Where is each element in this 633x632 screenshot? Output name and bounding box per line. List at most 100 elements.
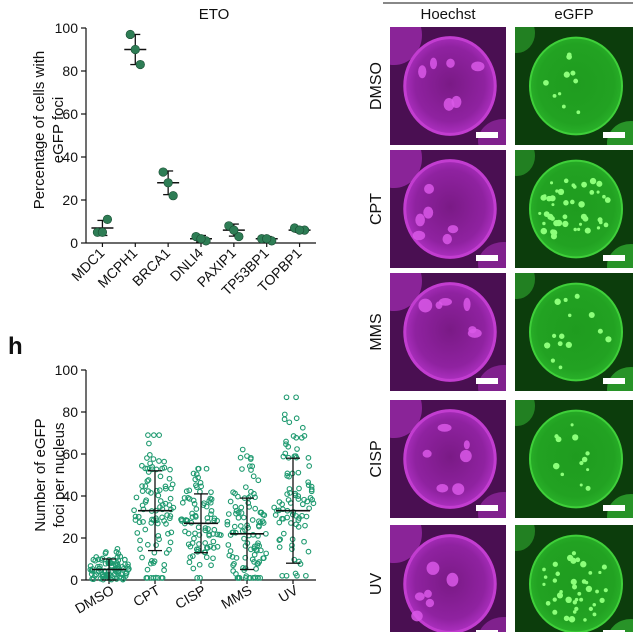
data-point: [168, 485, 174, 492]
chromocenter: [422, 449, 432, 458]
data-point: [208, 511, 214, 518]
data-point: [202, 540, 209, 546]
egfp-focus: [572, 434, 579, 441]
data-point: [196, 234, 206, 244]
data-point: [250, 473, 257, 480]
egfp-focus: [550, 233, 557, 240]
data-point: [135, 59, 145, 70]
egfp-focus: [585, 451, 590, 456]
chromocenter: [415, 213, 425, 227]
data-point: [293, 513, 299, 519]
egfp-focus: [572, 610, 577, 614]
data-point: [237, 523, 244, 529]
data-point: [192, 530, 198, 537]
egfp-focus: [598, 220, 603, 225]
data-point: [239, 446, 246, 453]
egfp-focus: [552, 597, 557, 602]
egfp-focus: [588, 606, 594, 611]
egfp-focus: [566, 554, 574, 562]
data-point: [102, 214, 113, 224]
data-point: [191, 535, 197, 542]
row-label: CPT: [368, 193, 385, 225]
scale-bar: [476, 630, 498, 632]
y-tick-label: 20: [62, 192, 78, 208]
data-point: [140, 506, 147, 513]
data-point: [144, 541, 151, 548]
data-point: [134, 530, 141, 536]
egfp-focus: [565, 341, 572, 349]
data-point: [294, 446, 300, 452]
y-axis-label-line-1: Percentage of cells with: [31, 51, 48, 209]
egfp-focus: [556, 592, 564, 599]
data-point: [186, 559, 193, 566]
data-point: [189, 553, 196, 559]
data-point: [277, 536, 283, 543]
data-point: [294, 225, 305, 235]
egfp-focus: [563, 615, 570, 622]
y-tick-label: 0: [70, 572, 78, 588]
egfp-focus: [570, 70, 576, 76]
data-point: [242, 484, 249, 491]
data-point: [253, 546, 260, 553]
neighbor-nucleus: [515, 273, 535, 299]
micrograph-row: DMSO: [368, 27, 633, 145]
egfp-focus: [553, 462, 560, 470]
data-point: [231, 523, 238, 530]
data-point: [218, 532, 224, 538]
egfp-focus: [552, 609, 558, 615]
data-point: [208, 562, 214, 569]
chromocenter: [437, 423, 452, 432]
data-point: [193, 471, 200, 478]
data-point: [205, 526, 211, 532]
data-point: [310, 500, 317, 507]
data-point: [102, 550, 109, 557]
data-point: [157, 498, 164, 504]
neighbor-nucleus: [515, 400, 535, 426]
chromocenter: [429, 57, 438, 70]
data-point: [208, 489, 214, 496]
y-tick-label: 80: [62, 63, 78, 79]
egfp-focus: [576, 110, 581, 115]
data-point: [186, 496, 193, 502]
row-label: DMSO: [368, 62, 385, 110]
nucleus: [403, 409, 497, 509]
data-point: [249, 517, 256, 523]
data-point: [196, 561, 203, 568]
data-point: [98, 567, 105, 574]
egfp-focus: [538, 211, 542, 215]
data-point: [238, 504, 245, 511]
data-point: [229, 225, 239, 235]
nucleus: [403, 282, 497, 382]
data-point: [145, 477, 152, 483]
data-point: [226, 552, 233, 559]
data-point: [168, 506, 174, 513]
egfp-tile: [515, 400, 633, 518]
data-point: [242, 565, 249, 572]
data-point: [256, 559, 263, 565]
data-point: [113, 576, 120, 582]
data-point: [140, 519, 146, 525]
data-point: [136, 519, 143, 526]
data-point: [252, 505, 259, 512]
egfp-focus: [542, 582, 546, 586]
data-point: [155, 492, 162, 499]
data-point: [252, 574, 259, 581]
egfp-focus: [559, 333, 565, 339]
data-point: [276, 499, 283, 505]
data-point: [168, 191, 178, 201]
data-point: [194, 575, 201, 581]
data-point: [197, 479, 204, 486]
data-point: [280, 530, 287, 537]
chromocenter: [452, 483, 465, 495]
data-point: [139, 502, 146, 509]
x-tick-labels: DMSO CPT CISP MMS UV: [72, 580, 301, 617]
data-point: [233, 510, 239, 517]
data-point: [293, 415, 300, 422]
data-point: [156, 458, 162, 464]
data-point: [293, 394, 299, 401]
panel-letter-h: h: [8, 333, 23, 360]
data-point: [298, 434, 305, 441]
scale-bar: [603, 132, 625, 138]
data-point: [203, 465, 210, 472]
data-point: [117, 553, 124, 560]
